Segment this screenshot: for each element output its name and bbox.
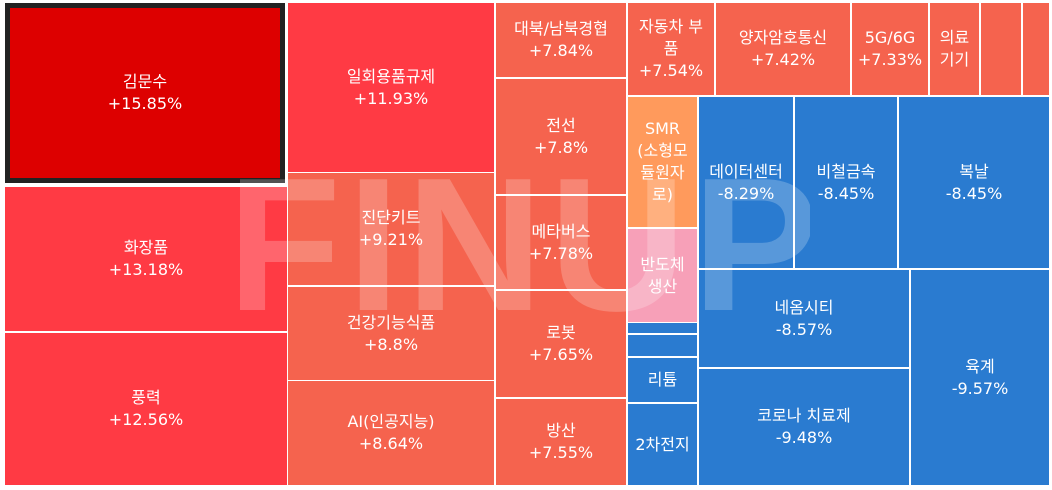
- tile-change: +7.42%: [750, 50, 816, 69]
- tile-name: 의료기기: [939, 28, 970, 69]
- tile-name: 리튬: [647, 370, 678, 389]
- tile-29-코로나-치료제[interactable]: 코로나 치료제 -9.48%: [699, 369, 909, 485]
- tile-23-2차전지[interactable]: 2차전지: [628, 404, 697, 485]
- tile-name: 일회용품규제: [346, 66, 436, 86]
- tile-2-풍력[interactable]: 풍력 +12.56%: [5, 333, 287, 485]
- tile-change: -9.57%: [951, 378, 1009, 398]
- tile-change: +7.65%: [528, 345, 594, 364]
- tile-name: 방산: [546, 421, 576, 440]
- tile-name: 대북/남북경협: [514, 19, 608, 38]
- tile-19-반도체생산[interactable]: 반도체생산: [628, 229, 697, 322]
- tile-9-메타버스[interactable]: 메타버스 +7.78%: [496, 196, 626, 289]
- tile-change: +12.56%: [108, 410, 184, 429]
- tile-change: +7.78%: [528, 243, 594, 263]
- tile-name: 데이터센터: [709, 161, 783, 181]
- tile-1-화장품[interactable]: 화장품 +13.18%: [5, 187, 287, 331]
- tile-3-일회용품규제[interactable]: 일회용품규제 +11.93%: [288, 3, 494, 172]
- tile-name: 육계: [965, 356, 995, 376]
- tile-name: 메타버스: [531, 221, 591, 241]
- tile-name: SMR(소형모듈원자로): [637, 119, 688, 204]
- tile-name: 화장품: [123, 238, 169, 257]
- tile-24-데이터센터[interactable]: 데이터센터 -8.29%: [699, 97, 793, 268]
- tile-name: 반도체생산: [640, 254, 685, 296]
- tile-4-진단키트[interactable]: 진단키트 +9.21%: [288, 173, 494, 285]
- tile-change: +7.8%: [533, 137, 589, 157]
- tile-change: +7.55%: [528, 443, 594, 462]
- tile-10-로봇[interactable]: 로봇 +7.65%: [496, 291, 626, 397]
- tile-27-네옴시티[interactable]: 네옴시티 -8.57%: [699, 270, 909, 367]
- tile-name: 자동차 부품: [639, 17, 703, 58]
- tile-15-의료기기[interactable]: 의료기기: [930, 3, 979, 95]
- tile-change: +7.33%: [857, 50, 923, 69]
- tile-5-건강기능식품[interactable]: 건강기능식품 +8.8%: [288, 287, 494, 380]
- tile-name: 코로나 치료제: [757, 406, 851, 425]
- tile-change: +9.21%: [358, 230, 424, 249]
- tile-21-unlabeled[interactable]: [628, 335, 697, 356]
- tile-change: +11.93%: [353, 88, 429, 108]
- tile-13-양자암호통신[interactable]: 양자암호통신 +7.42%: [716, 3, 850, 95]
- tile-8-전선[interactable]: 전선 +7.8%: [496, 79, 626, 194]
- tile-25-비철금속[interactable]: 비철금속 -8.45%: [795, 97, 897, 268]
- tile-name: 복날: [959, 161, 989, 181]
- tile-6-AI-인공지능[interactable]: AI(인공지능) +8.64%: [288, 381, 494, 485]
- tile-name: 5G/6G: [864, 28, 916, 47]
- tile-name: 로봇: [546, 323, 576, 342]
- tile-18-SMR-소형모듈원자로[interactable]: SMR(소형모듈원자로): [628, 97, 697, 227]
- tile-name: AI(인공지능): [347, 412, 435, 431]
- tile-change: -8.45%: [817, 183, 875, 203]
- tile-change: -8.45%: [945, 183, 1003, 203]
- tile-name: 2차전지: [635, 434, 690, 454]
- tile-change: +13.18%: [108, 260, 184, 279]
- tile-11-방산[interactable]: 방산 +7.55%: [496, 399, 626, 485]
- tile-12-자동차-부품[interactable]: 자동차 부품 +7.54%: [628, 3, 714, 95]
- tile-0-김문수[interactable]: 김문수 +15.85%: [5, 3, 285, 183]
- tile-14-5G-6G[interactable]: 5G/6G +7.33%: [852, 3, 928, 95]
- tile-name: 전선: [546, 115, 576, 135]
- tile-name: 김문수: [122, 72, 168, 91]
- tile-change: -8.57%: [775, 319, 833, 339]
- tile-name: 건강기능식품: [346, 312, 436, 332]
- tile-name: 비철금속: [816, 161, 876, 181]
- tile-change: -9.48%: [775, 428, 833, 447]
- tile-7-대북-남북경협[interactable]: 대북/남북경협 +7.84%: [496, 3, 626, 77]
- tile-name: 진단키트: [361, 208, 421, 227]
- tile-change: +8.8%: [363, 334, 419, 354]
- tile-change: +7.54%: [638, 61, 704, 80]
- tile-change: +8.64%: [358, 434, 424, 453]
- tile-name: 양자암호통신: [738, 28, 828, 47]
- tile-name: 풍력: [131, 388, 161, 407]
- tile-change: +15.85%: [107, 94, 183, 113]
- tile-change: +7.84%: [528, 41, 594, 60]
- tile-20-unlabeled[interactable]: [628, 323, 697, 333]
- tile-name: 네옴시티: [774, 297, 834, 317]
- tile-16-unlabeled[interactable]: [981, 3, 1021, 95]
- tile-28-육계[interactable]: 육계 -9.57%: [911, 270, 1049, 485]
- tile-change: -8.29%: [717, 183, 775, 203]
- tile-26-복날[interactable]: 복날 -8.45%: [899, 97, 1049, 268]
- tile-22-리튬[interactable]: 리튬: [628, 358, 697, 402]
- tile-17-unlabeled[interactable]: [1023, 3, 1049, 95]
